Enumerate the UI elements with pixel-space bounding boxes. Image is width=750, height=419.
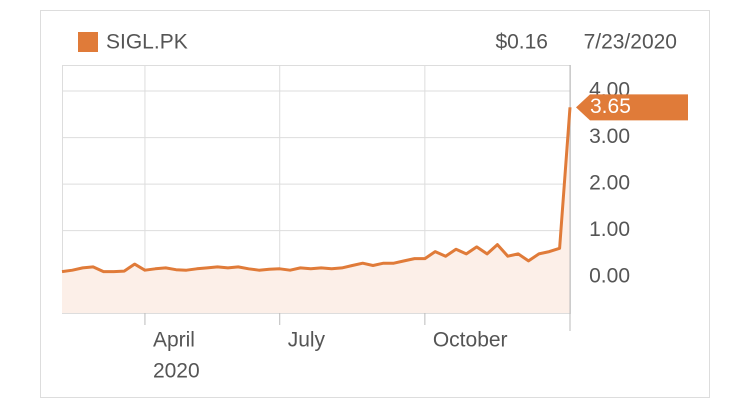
area [62,107,570,313]
x-tick-label: October [433,329,508,352]
x-tick-label: April [153,329,195,352]
y-tick-label: 3.00 [589,125,630,148]
legend-swatch [78,32,98,52]
x-year-label: 2020 [153,360,200,383]
y-tick-label: 2.00 [589,172,630,195]
price-label: $0.16 [495,31,548,54]
y-tick-label: 1.00 [589,218,630,241]
x-tick-label: July [288,329,326,352]
card [40,10,710,398]
line [61,107,572,274]
value-label: 3.65 [590,95,631,118]
date-label: 7/23/2020 [584,31,677,54]
value-tag [576,94,688,121]
y-tick-label: 0.00 [589,265,630,288]
legend-label: SIGL.PK [106,31,188,54]
